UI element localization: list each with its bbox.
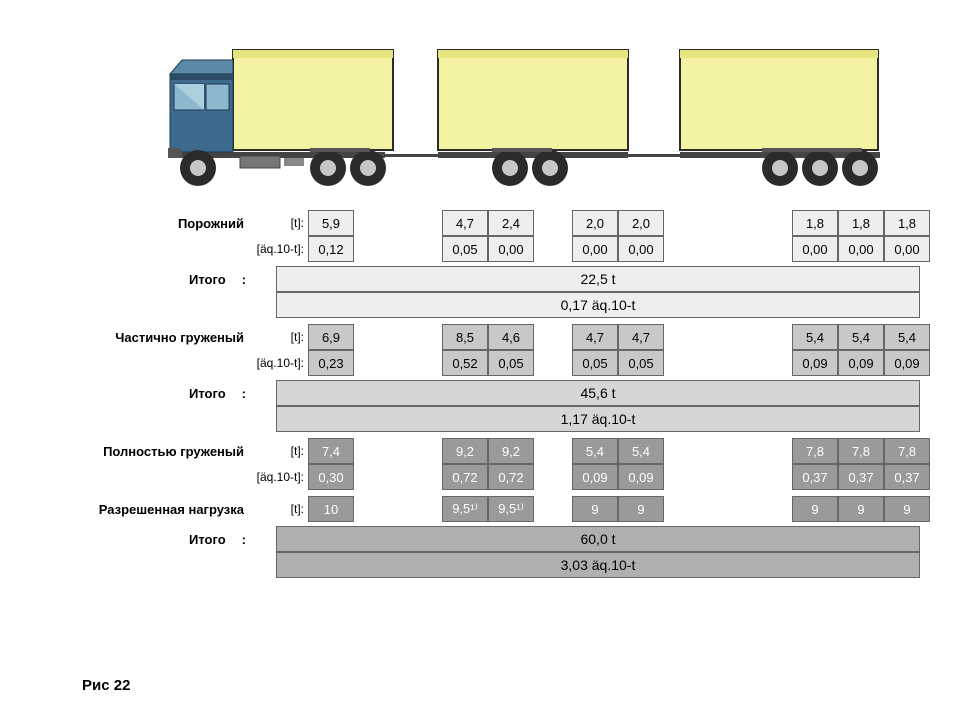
axle-cell: 0,23 xyxy=(308,350,354,376)
axle-cell: 0,00 xyxy=(572,236,618,262)
axle-cell: 0,05 xyxy=(572,350,618,376)
axle-cell: 1,8 xyxy=(884,210,930,236)
axle-cell: 9 xyxy=(792,496,838,522)
axle-cell: 7,8 xyxy=(838,438,884,464)
unit-label: [äq.10-t]: xyxy=(250,236,308,262)
axle-cell: 4,7 xyxy=(572,324,618,350)
axle-cell: 0,05 xyxy=(488,350,534,376)
axle-cell: 0,09 xyxy=(618,464,664,490)
axle-cell: 9,2 xyxy=(442,438,488,464)
sum-cell: 0,17 äq.10-t xyxy=(276,292,920,318)
axle-cell: 0,00 xyxy=(618,236,664,262)
sum-label xyxy=(52,406,276,432)
axle-cell: 4,7 xyxy=(442,210,488,236)
sum-cell: 22,5 t xyxy=(276,266,920,292)
sum-label: Итого : xyxy=(52,380,276,406)
axle-cell: 0,72 xyxy=(488,464,534,490)
section-label: Частично груженый xyxy=(52,324,250,350)
axle-cell: 0,05 xyxy=(618,350,664,376)
axle-cell: 9 xyxy=(838,496,884,522)
section-label: Полностью груженый xyxy=(52,438,250,464)
sum-label xyxy=(52,552,276,578)
axle-cell: 9 xyxy=(884,496,930,522)
axle-cell: 4,6 xyxy=(488,324,534,350)
axle-cell: 5,4 xyxy=(884,324,930,350)
axle-cell: 9 xyxy=(572,496,618,522)
axle-cell: 0,37 xyxy=(792,464,838,490)
sum-cell: 60,0 t xyxy=(276,526,920,552)
axle-cell: 0,09 xyxy=(792,350,838,376)
axle-cell: 8,5 xyxy=(442,324,488,350)
axle-cell: 0,12 xyxy=(308,236,354,262)
unit-label: [äq.10-t]: xyxy=(250,350,308,376)
axle-cell: 0,00 xyxy=(792,236,838,262)
section-label xyxy=(52,350,250,376)
axle-cell: 1,8 xyxy=(838,210,884,236)
axle-cell: 0,09 xyxy=(572,464,618,490)
figure-label: Рис 22 xyxy=(82,677,130,694)
axle-cell: 0,00 xyxy=(488,236,534,262)
sum-cell: 1,17 äq.10-t xyxy=(276,406,920,432)
axle-cell: 10 xyxy=(308,496,354,522)
load-table: Порожний[t]:5,94,72,42,02,01,81,81,8[äq.… xyxy=(52,210,922,584)
section-label: Разрешенная нагрузка xyxy=(52,496,250,522)
axle-cell: 7,4 xyxy=(308,438,354,464)
unit-label: [äq.10-t]: xyxy=(250,464,308,490)
axle-cell: 1,8 xyxy=(792,210,838,236)
axle-cell: 2,4 xyxy=(488,210,534,236)
axle-cell: 5,4 xyxy=(792,324,838,350)
unit-label: [t]: xyxy=(250,438,308,464)
sum-label: Итого : xyxy=(52,526,276,552)
unit-label: [t]: xyxy=(250,324,308,350)
axle-cell: 5,4 xyxy=(572,438,618,464)
axle-cell: 4,7 xyxy=(618,324,664,350)
unit-label: [t]: xyxy=(250,496,308,522)
axle-cell: 9 xyxy=(618,496,664,522)
section-label: Порожний xyxy=(52,210,250,236)
axle-cell: 5,4 xyxy=(838,324,884,350)
axle-cell: 9,2 xyxy=(488,438,534,464)
axle-cell: 0,00 xyxy=(884,236,930,262)
sum-cell: 45,6 t xyxy=(276,380,920,406)
axle-cell: 0,05 xyxy=(442,236,488,262)
section-label xyxy=(52,464,250,490)
axle-cell: 9,5¹⁾ xyxy=(488,496,534,522)
unit-label: [t]: xyxy=(250,210,308,236)
axle-cell: 0,30 xyxy=(308,464,354,490)
axle-cell: 6,9 xyxy=(308,324,354,350)
axle-cell: 0,37 xyxy=(884,464,930,490)
truck-diagram xyxy=(140,30,900,205)
axle-cell: 7,8 xyxy=(884,438,930,464)
axle-cell: 0,37 xyxy=(838,464,884,490)
axle-cell: 2,0 xyxy=(618,210,664,236)
axle-cell: 9,5¹⁾ xyxy=(442,496,488,522)
sum-label: Итого : xyxy=(52,266,276,292)
section-label xyxy=(52,236,250,262)
axle-cell: 5,9 xyxy=(308,210,354,236)
sum-cell: 3,03 äq.10-t xyxy=(276,552,920,578)
axle-cell: 0,09 xyxy=(884,350,930,376)
axle-cell: 0,52 xyxy=(442,350,488,376)
axle-cell: 0,72 xyxy=(442,464,488,490)
axle-cell: 5,4 xyxy=(618,438,664,464)
axle-cell: 0,09 xyxy=(838,350,884,376)
axle-cell: 7,8 xyxy=(792,438,838,464)
sum-label xyxy=(52,292,276,318)
axle-cell: 0,00 xyxy=(838,236,884,262)
axle-cell: 2,0 xyxy=(572,210,618,236)
